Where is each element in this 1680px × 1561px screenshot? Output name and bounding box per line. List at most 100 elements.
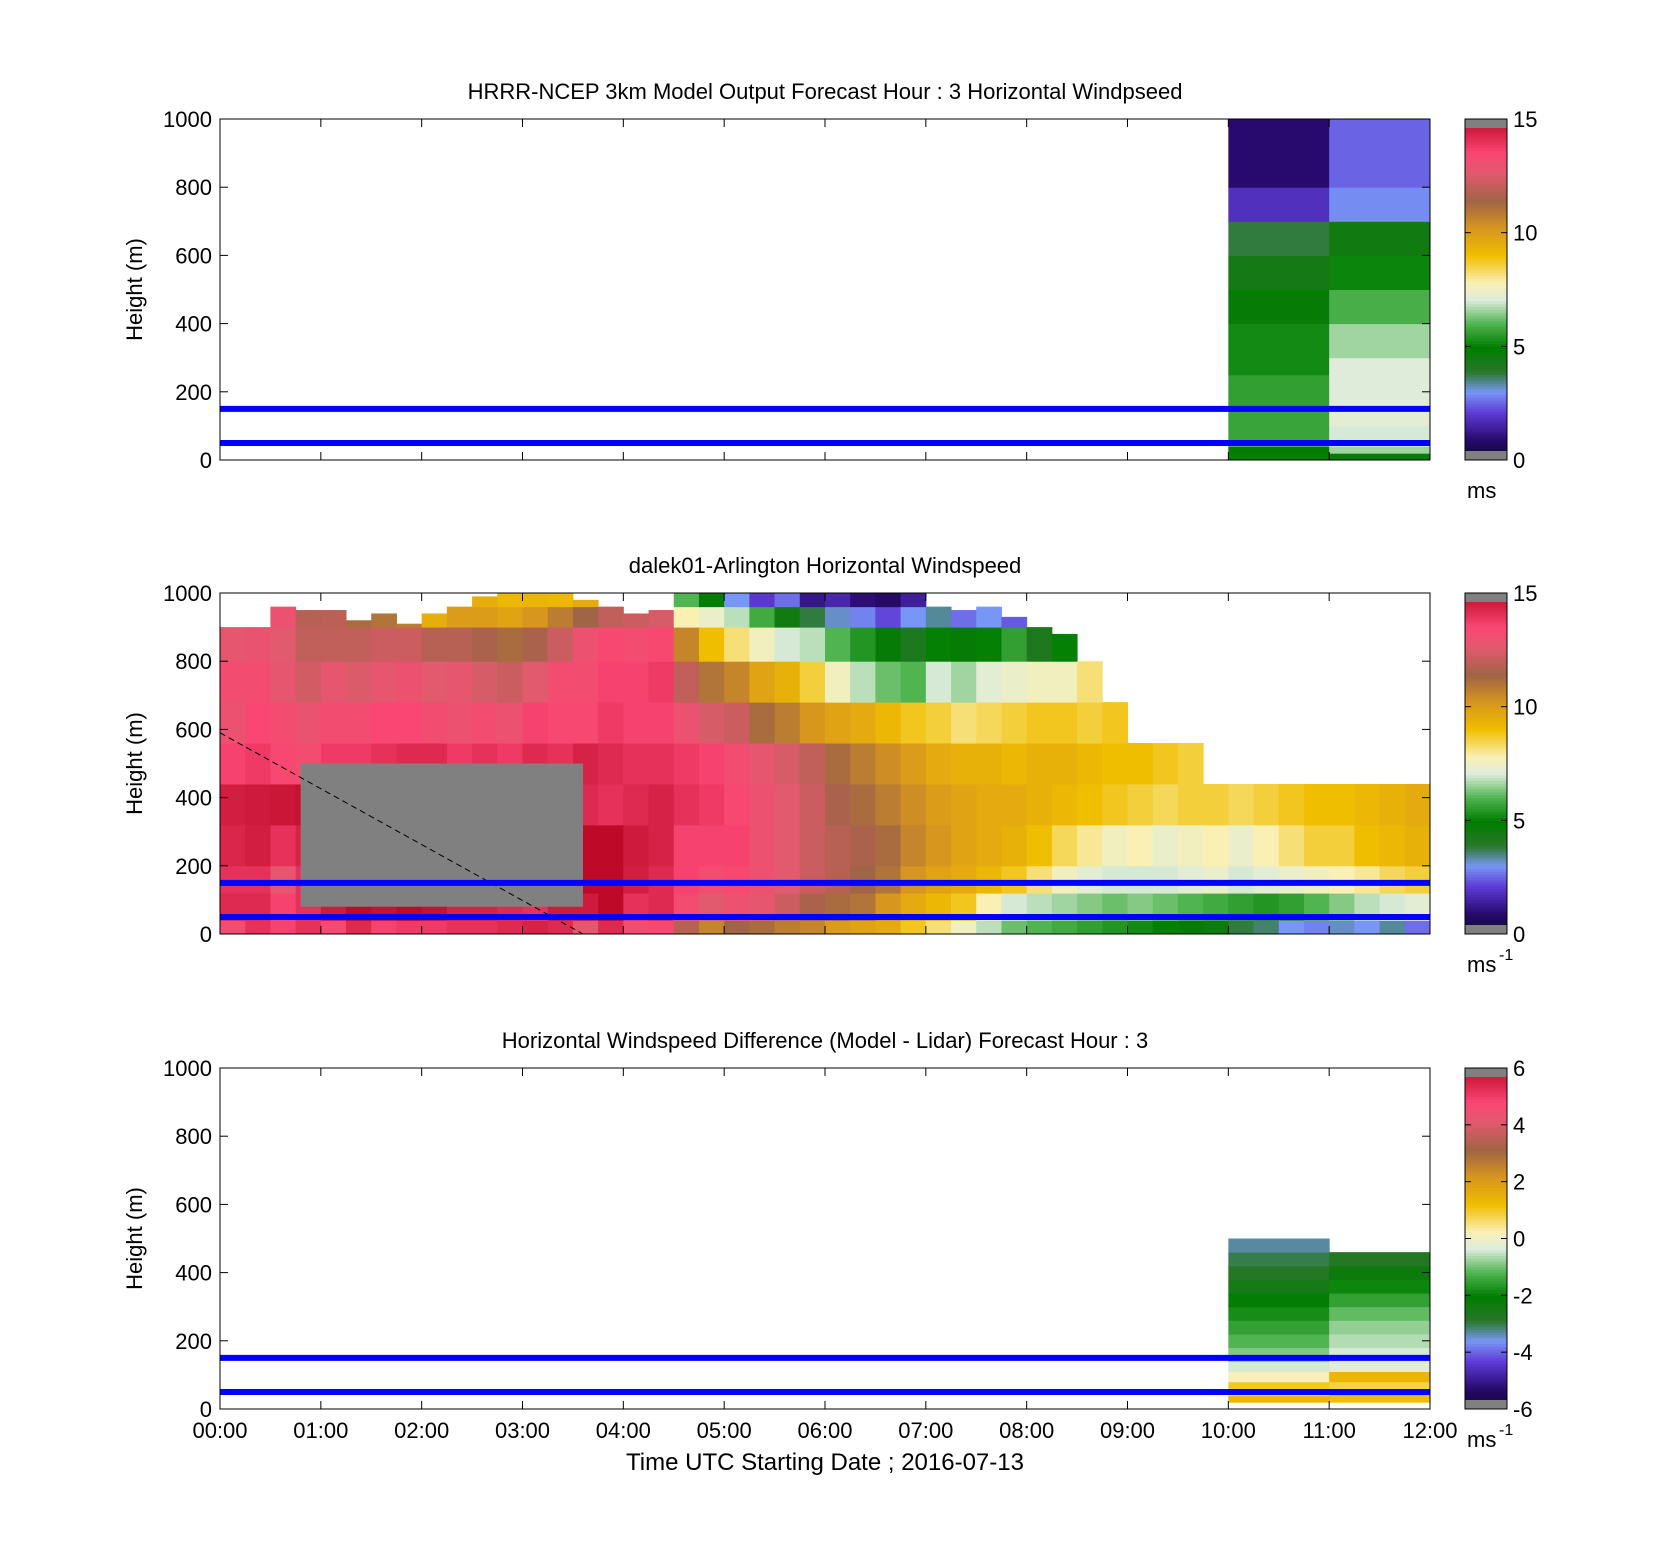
heatmap-cell	[925, 661, 952, 703]
heatmap-cell	[825, 661, 851, 703]
heatmap-cell	[1404, 920, 1430, 934]
heatmap-cell	[371, 661, 397, 703]
heatmap-cell	[1152, 865, 1179, 894]
heatmap-cell	[1329, 783, 1355, 826]
colorbar-segment	[1465, 1175, 1507, 1180]
heatmap-cell	[1051, 661, 1078, 703]
colorbar-segment	[1465, 1394, 1507, 1399]
heatmap-cell	[875, 702, 902, 744]
heatmap-cell	[673, 593, 700, 608]
heatmap-cell	[547, 920, 574, 934]
colorbar-segment	[1465, 303, 1507, 308]
heatmap-cell	[925, 606, 952, 628]
heatmap-cell	[270, 865, 297, 894]
heatmap-cell	[1228, 255, 1330, 290]
heatmap-cell	[673, 743, 700, 785]
colorbar-segment	[1465, 192, 1507, 197]
colorbar-segment	[1465, 666, 1507, 671]
colorbar-segment	[1465, 406, 1507, 410]
colorbar-segment	[1465, 757, 1507, 762]
colorbar-segment	[1465, 746, 1507, 750]
colorbar-segment	[1465, 800, 1507, 804]
colorbar-segment	[1465, 1195, 1507, 1200]
heatmap-cell	[724, 606, 750, 628]
heatmap-cell	[522, 593, 549, 608]
colorbar-tick-label: 0	[1513, 448, 1525, 473]
heatmap-cell	[698, 627, 725, 662]
colorbar-segment	[1465, 1258, 1507, 1262]
chart-title: HRRR-NCEP 3km Model Output Forecast Hour…	[468, 79, 1183, 104]
colorbar-segment	[1465, 255, 1507, 259]
colorbar-segment	[1465, 352, 1507, 356]
colorbar-segment	[1465, 164, 1507, 168]
heatmap-cell	[1354, 920, 1381, 934]
heatmap-cell	[623, 920, 650, 934]
heatmap-cell	[774, 593, 801, 608]
heatmap-cell	[1051, 702, 1078, 744]
heatmap-cell	[724, 824, 750, 867]
colorbar-segment	[1465, 1241, 1507, 1245]
colorbar-unit: ms	[1467, 478, 1496, 503]
y-tick-label: 0	[200, 922, 212, 947]
colorbar-segment	[1465, 1102, 1507, 1106]
heatmap-cell	[1228, 1381, 1330, 1390]
heatmap-cell	[875, 824, 902, 867]
heatmap-cell	[900, 743, 927, 785]
colorbar-segment	[1465, 226, 1507, 231]
colorbar-segment	[1465, 425, 1507, 430]
colorbar-segment	[1465, 286, 1507, 290]
heatmap-cell	[1404, 824, 1430, 867]
heatmap-cell	[472, 661, 498, 703]
colorbar-segment	[1465, 212, 1507, 217]
colorbar-segment	[1465, 1150, 1507, 1154]
heatmap-cell	[648, 702, 675, 744]
heatmap-cell	[1077, 920, 1103, 934]
heatmap-cell	[270, 743, 297, 785]
colorbar-segment	[1465, 610, 1507, 614]
heatmap-cell	[648, 661, 675, 703]
heatmap-cell	[497, 702, 523, 744]
y-tick-label: 1000	[163, 1056, 212, 1081]
heatmap-cell	[976, 920, 1002, 934]
heatmap-cell	[1102, 824, 1128, 867]
heatmap-cell	[925, 824, 952, 867]
colorbar-segment	[1465, 244, 1507, 248]
heatmap-cell	[825, 824, 851, 867]
colorbar-segment	[1465, 672, 1507, 676]
heatmap-cell	[270, 661, 297, 703]
colorbar-segment	[1465, 1346, 1507, 1350]
heatmap-cell	[976, 865, 1002, 894]
heatmap-cell	[673, 627, 700, 662]
colorbar-segment	[1465, 1352, 1507, 1356]
colorbar-segment	[1465, 1110, 1507, 1114]
heatmap-cell	[698, 593, 725, 608]
colorbar-segment	[1465, 386, 1507, 390]
heatmap-cell	[472, 596, 498, 608]
heatmap-cell	[1051, 824, 1078, 867]
colorbar-segment	[1465, 1309, 1507, 1313]
x-tick-label: 09:00	[1100, 1418, 1155, 1443]
heatmap-cell	[799, 865, 826, 894]
heatmap-cell	[522, 702, 549, 744]
colorbar-segment	[1465, 1303, 1507, 1308]
colorbar-segment	[1465, 1076, 1507, 1080]
colorbar-segment	[1465, 911, 1507, 915]
colorbar-segment	[1465, 133, 1507, 137]
heatmap-cell	[1228, 323, 1330, 376]
heatmap-cell	[295, 627, 322, 662]
heatmap-cell	[749, 593, 776, 608]
heatmap-cell	[295, 661, 322, 703]
heatmap-cell	[1203, 824, 1229, 867]
colorbar-segment	[1465, 868, 1507, 872]
heatmap-cell	[623, 613, 650, 628]
heatmap-cell	[396, 627, 423, 662]
colorbar-segment	[1465, 1170, 1507, 1174]
colorbar-segment	[1465, 1301, 1507, 1305]
heatmap-cell	[270, 920, 297, 934]
colorbar-segment	[1465, 172, 1507, 177]
heatmap-cell	[1329, 289, 1430, 325]
heatmap-cell	[1329, 453, 1430, 460]
heatmap-cell	[1102, 743, 1128, 785]
heatmap-cell	[572, 599, 599, 608]
heatmap-cell	[698, 702, 725, 744]
